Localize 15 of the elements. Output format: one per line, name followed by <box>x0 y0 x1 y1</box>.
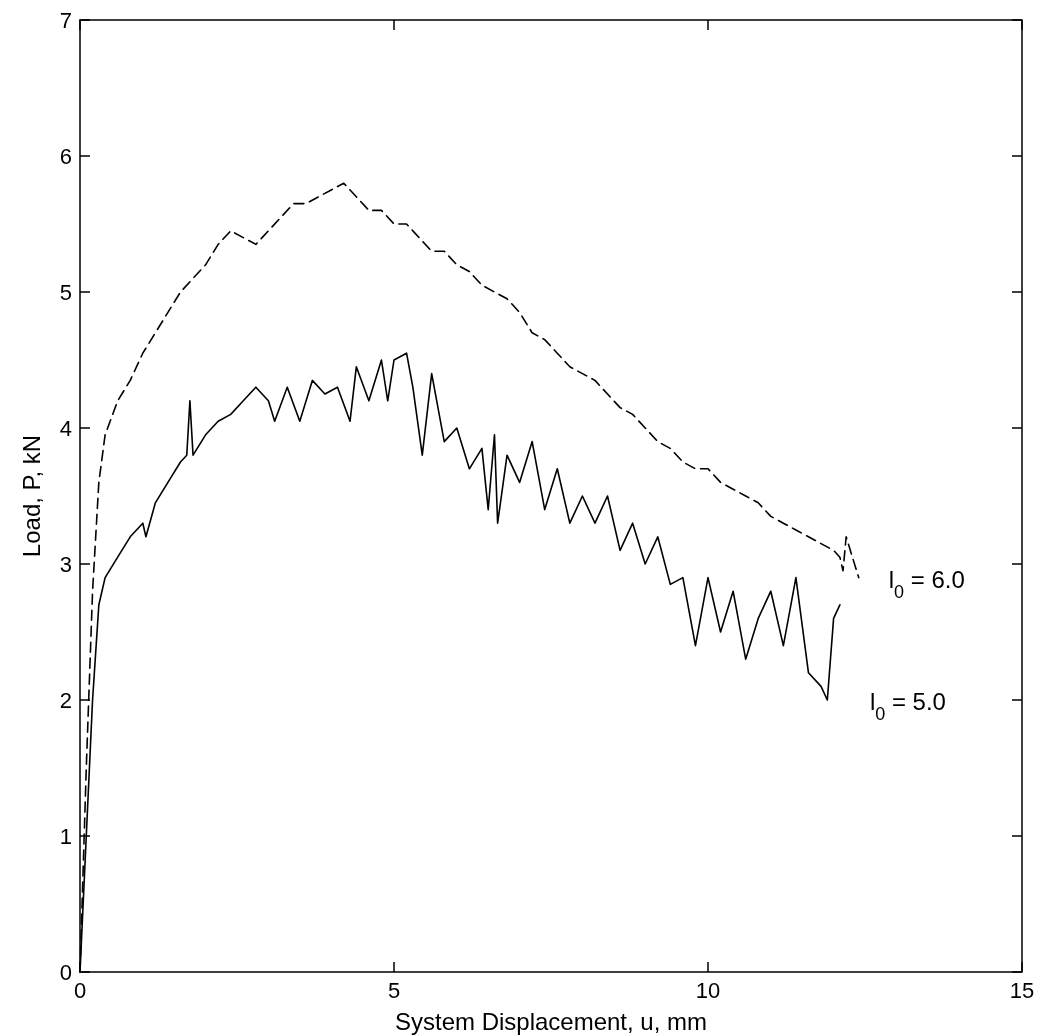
x-tick-label: 15 <box>1009 978 1035 1003</box>
y-tick-label: 4 <box>59 415 72 441</box>
y-tick-label: 0 <box>59 959 72 985</box>
x-axis-title: System Displacement, u, mm <box>394 1008 708 1035</box>
y-tick-label: 1 <box>59 823 72 849</box>
series-label: l$_{0}$ = 5.0 <box>869 688 946 724</box>
y-tick-label: 5 <box>59 279 72 305</box>
y-tick-label: 2 <box>59 687 72 713</box>
x-tick-label: 5 <box>387 978 401 1003</box>
y-tick-label: 7 <box>59 7 72 33</box>
y-axis-title: Load, P, kN <box>18 434 45 558</box>
y-tick-label: 6 <box>59 143 72 169</box>
x-tick-label: 10 <box>695 978 721 1003</box>
series-label: l$_{0}$ = 6.0 <box>888 565 965 602</box>
y-tick-label: 3 <box>59 551 72 577</box>
